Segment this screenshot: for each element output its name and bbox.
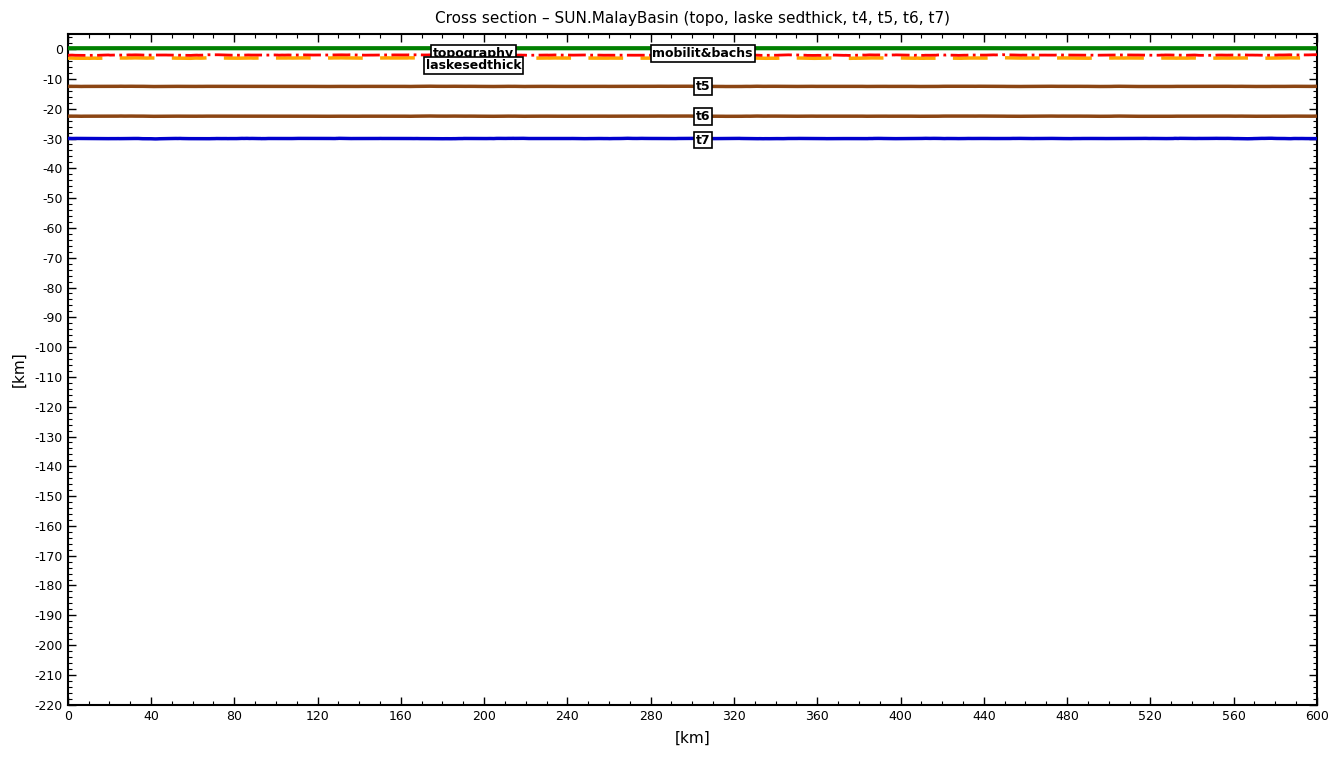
Text: laskesedthick: laskesedthick bbox=[426, 59, 521, 72]
Y-axis label: [km]: [km] bbox=[11, 351, 25, 388]
X-axis label: [km]: [km] bbox=[674, 731, 710, 746]
Text: topography: topography bbox=[433, 47, 515, 60]
Text: t6: t6 bbox=[695, 110, 710, 123]
Text: t7: t7 bbox=[695, 133, 710, 147]
Text: t5: t5 bbox=[695, 80, 710, 93]
Title: Cross section – SUN.MalayBasin (topo, laske sedthick, t4, t5, t6, t7): Cross section – SUN.MalayBasin (topo, la… bbox=[434, 11, 950, 26]
Text: mobilit&bachs: mobilit&bachs bbox=[653, 47, 753, 60]
